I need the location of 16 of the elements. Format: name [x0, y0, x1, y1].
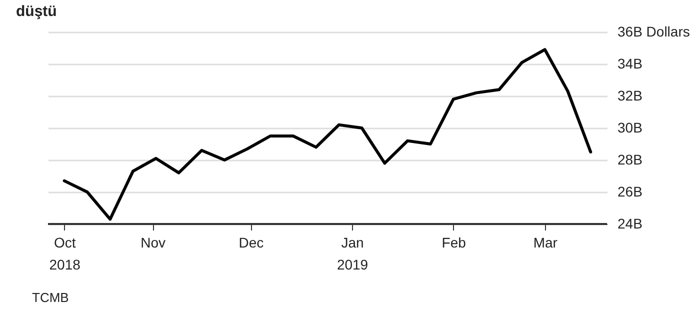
- y-tick-label: 34B: [618, 56, 642, 72]
- y-tick-label: 28B: [618, 152, 642, 168]
- y-tick-label: 26B: [618, 184, 642, 200]
- chart-title: düştü: [16, 3, 57, 20]
- x-tick-label: Jan 2019: [336, 234, 368, 272]
- x-tick-label: Feb: [442, 234, 466, 250]
- x-tick-label: Oct 2018: [49, 234, 81, 272]
- y-tick-label: 36B Dollars: [618, 24, 690, 40]
- x-tick-label: Mar: [533, 234, 558, 250]
- x-tick-label: Nov: [140, 234, 166, 250]
- y-tick-label: 32B: [618, 88, 642, 104]
- y-tick-label: 30B: [618, 120, 642, 136]
- y-tick-label: 24B: [618, 216, 642, 232]
- line-series: [62, 48, 592, 221]
- x-tick-label: Dec: [238, 234, 264, 250]
- text: TCMB: [32, 290, 69, 305]
